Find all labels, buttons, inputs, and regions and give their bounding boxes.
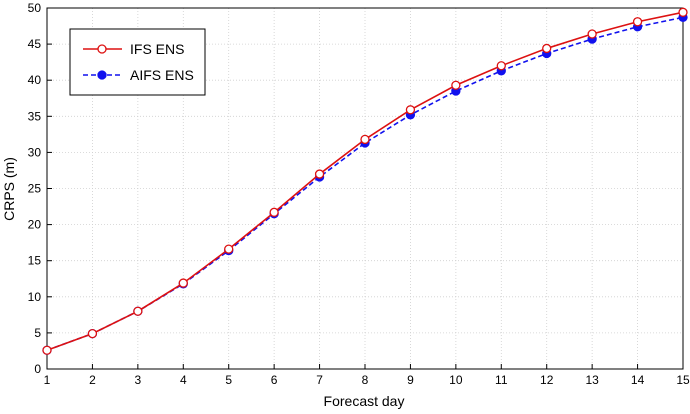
x-tick-label: 12 [540,373,554,387]
legend-item-ifs-ens: IFS ENS [83,41,184,57]
x-tick-label: 11 [495,373,508,387]
legend-item-aifs-ens: AIFS ENS [83,67,194,83]
x-tick-label: 6 [271,373,278,387]
y-tick-label: 50 [28,1,42,15]
series-lines [42,7,688,355]
y-tick-label: 10 [28,290,42,304]
x-tick-label: 1 [44,373,51,387]
y-tick-label: 30 [28,145,42,159]
x-tick-label: 3 [135,373,142,387]
x-tick-label: 4 [180,373,187,387]
x-tick-label: 8 [362,373,369,387]
data-point-ifs-ens [224,244,234,254]
y-tick-label: 0 [34,362,41,376]
data-point-ifs-ens [269,207,279,217]
data-point-ifs-ens [42,345,52,355]
data-point-ifs-ens [405,105,416,115]
y-axis-label: CRPS (m) [1,157,17,221]
legend-marker-aifs-ens [97,70,107,80]
x-axis-label: Forecast day [324,393,405,409]
y-tick-label: 45 [28,37,42,51]
data-point-ifs-ens [360,134,370,145]
legend-label-ifs-ens: IFS ENS [130,41,184,57]
y-tick-label: 35 [28,109,42,123]
data-point-ifs-ens [632,17,643,27]
y-tick-label: 5 [34,326,41,340]
y-tick-label: 20 [28,218,42,232]
x-tick-label: 13 [585,373,599,387]
x-tick-label: 2 [89,373,96,387]
legend-box [69,28,206,96]
legend-marker-ifs-ens [97,44,107,54]
x-tick-label: 14 [631,373,645,387]
data-point-ifs-ens [496,61,506,71]
data-point-ifs-ens [178,278,188,288]
data-point-ifs-ens [678,7,688,17]
x-tick-label: 15 [676,373,690,387]
x-tick-label: 7 [316,373,323,387]
data-point-ifs-ens [314,169,325,179]
legend: IFS ENS AIFS ENS [69,28,206,96]
x-tick-label: 10 [449,373,463,387]
x-tick-label: 5 [225,373,232,387]
data-point-ifs-ens [542,43,552,54]
data-point-ifs-ens [587,29,597,39]
y-tick-label: 40 [28,73,42,87]
y-tick-label: 15 [28,254,42,268]
series-ifs-ens [42,7,688,355]
data-point-ifs-ens [451,80,461,90]
axis-ticks: 1 2 3 4 5 6 7 8 9 10 11 12 13 14 150510152025303540455… [28,1,690,387]
data-point-ifs-ens [87,328,98,339]
y-tick-label: 25 [28,182,42,196]
data-point-ifs-ens [133,306,143,316]
legend-label-aifs-ens: AIFS ENS [130,67,194,83]
x-tick-label: 9 [407,373,414,387]
